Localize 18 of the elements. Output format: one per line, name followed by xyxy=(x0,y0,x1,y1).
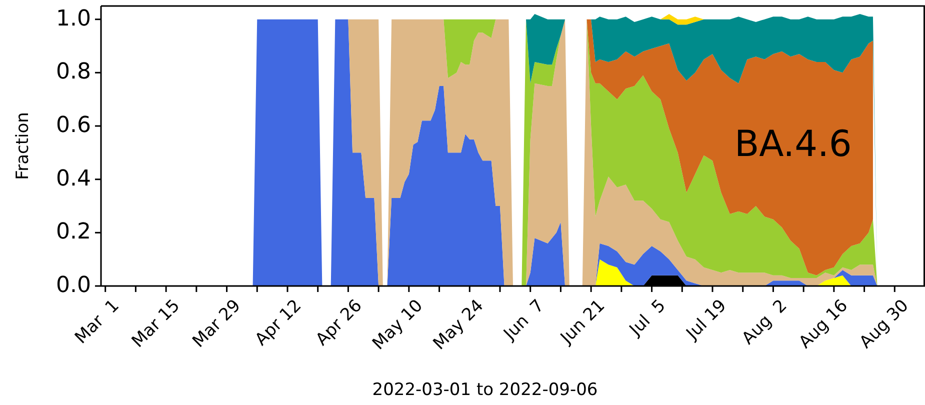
y-tick-label: 0.2 xyxy=(56,220,91,245)
x-tick-label: Mar 15 xyxy=(128,296,184,352)
y-tick-label: 0.0 xyxy=(56,273,91,298)
x-tick-label: Jul 5 xyxy=(625,296,670,341)
y-tick-label: 0.6 xyxy=(56,113,91,138)
x-tick-label: Apr 26 xyxy=(312,296,366,350)
annotation: BA.4.6 xyxy=(734,124,852,165)
x-axis-title: 2022-03-01 to 2022-09-06 xyxy=(372,380,598,400)
x-tick-label: Mar 29 xyxy=(188,296,245,352)
x-tick-label: Apr 12 xyxy=(251,296,306,350)
y-tick-label: 1.0 xyxy=(56,6,91,32)
x-tick-label: Mar 1 xyxy=(71,296,124,348)
y-axis-title: Fraction xyxy=(13,112,33,180)
x-tick-label: Jun 7 xyxy=(499,296,548,345)
y-tick-label: 0.4 xyxy=(56,166,91,192)
x-tick-label: Jun 21 xyxy=(556,296,610,349)
y-tick-label: 0.8 xyxy=(56,60,91,85)
x-tick-label: Jul 19 xyxy=(682,296,731,344)
